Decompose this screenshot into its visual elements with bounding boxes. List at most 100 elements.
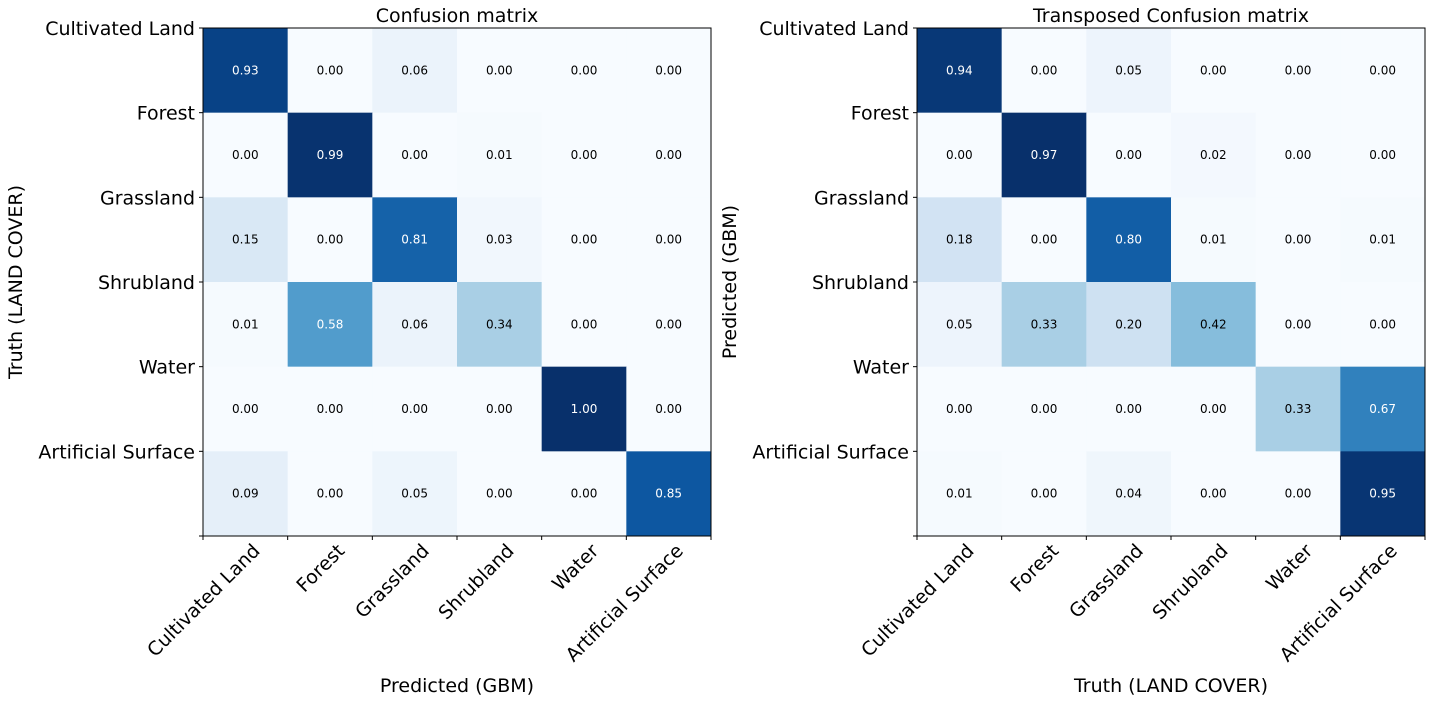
heatmap-cell xyxy=(1086,282,1172,368)
cell-value-label: 0.93 xyxy=(232,63,259,77)
heatmap-cell xyxy=(1001,28,1087,114)
heatmap-cell xyxy=(626,112,712,198)
cell-value-label: 0.00 xyxy=(1200,487,1227,501)
cell-value-label: 0.00 xyxy=(1285,63,1312,77)
cell-value-label: 0.01 xyxy=(486,148,513,162)
cell-value-label: 0.00 xyxy=(571,233,598,247)
heatmap-cell xyxy=(541,282,627,368)
cell-value-label: 0.01 xyxy=(1200,233,1227,247)
cell-value-label: 0.00 xyxy=(1285,148,1312,162)
cell-value-label: 0.00 xyxy=(1285,317,1312,331)
heatmap-cell xyxy=(1340,197,1426,283)
cell-value-label: 0.00 xyxy=(317,487,344,501)
y-tick-label: Water xyxy=(139,357,195,379)
heatmap-cell xyxy=(1255,197,1341,283)
heatmap-cell xyxy=(626,197,712,283)
cell-value-label: 0.85 xyxy=(655,487,682,501)
x-tick-label: Water xyxy=(548,540,603,595)
cell-value-label: 0.00 xyxy=(946,148,973,162)
cell-value-label: 0.00 xyxy=(1285,487,1312,501)
heatmap-cell xyxy=(287,112,373,198)
y-tick-label: Cultivated Land xyxy=(45,18,195,40)
y-tick-label: Forest xyxy=(137,103,195,125)
heatmap-cell xyxy=(287,28,373,114)
cell-value-label: 0.00 xyxy=(317,402,344,416)
heatmap-cell xyxy=(1255,112,1341,198)
cell-value-label: 0.00 xyxy=(1285,233,1312,247)
x-tick-label: Shrubland xyxy=(434,540,518,624)
x-tick-label: Grassland xyxy=(351,540,434,623)
y-axis-label: Truth (LAND COVER) xyxy=(5,185,27,380)
heatmap-cell xyxy=(287,282,373,368)
cell-value-label: 0.00 xyxy=(655,402,682,416)
y-tick-label: Water xyxy=(853,357,909,379)
heatmap-cell xyxy=(541,28,627,114)
cell-value-label: 0.00 xyxy=(655,63,682,77)
x-tick-label: Water xyxy=(1262,540,1317,595)
heatmap-cell xyxy=(1001,366,1087,452)
y-tick-label: Shrubland xyxy=(812,272,909,294)
x-tick-label: Cultivated Land xyxy=(857,540,978,661)
cell-value-label: 0.00 xyxy=(1031,487,1058,501)
cell-value-label: 0.00 xyxy=(486,402,513,416)
cell-value-label: 0.00 xyxy=(1369,63,1396,77)
y-tick-label: Artificial Surface xyxy=(38,441,195,463)
cell-value-label: 0.33 xyxy=(1031,317,1058,331)
heatmap-cell xyxy=(457,28,543,114)
heatmap-cell xyxy=(1001,197,1087,283)
cell-value-label: 0.80 xyxy=(1115,233,1142,247)
cell-value-label: 0.00 xyxy=(486,487,513,501)
cell-value-label: 0.00 xyxy=(571,63,598,77)
heatmap-cell xyxy=(372,112,458,198)
heatmap-cell xyxy=(1171,366,1257,452)
heatmap-cell xyxy=(203,112,289,198)
cell-value-label: 0.15 xyxy=(232,233,259,247)
cell-value-label: 0.00 xyxy=(232,148,259,162)
cell-value-label: 0.05 xyxy=(401,487,428,501)
cell-value-label: 0.00 xyxy=(1369,317,1396,331)
heatmap-cell xyxy=(457,282,543,368)
heatmap-cell xyxy=(1171,197,1257,283)
cell-value-label: 0.00 xyxy=(317,63,344,77)
heatmap-cell xyxy=(1001,451,1087,537)
y-tick-label: Cultivated Land xyxy=(759,18,909,40)
chart-title: Transposed Confusion matrix xyxy=(1032,5,1309,27)
cell-value-label: 0.67 xyxy=(1369,402,1396,416)
cell-value-label: 0.00 xyxy=(1115,148,1142,162)
cell-value-label: 0.00 xyxy=(232,402,259,416)
heatmap-cell xyxy=(203,366,289,452)
y-tick-label: Grassland xyxy=(814,187,909,209)
cell-value-label: 0.01 xyxy=(1369,233,1396,247)
heatmap-cell xyxy=(457,112,543,198)
cell-value-label: 0.06 xyxy=(401,63,428,77)
heatmap-cell xyxy=(541,112,627,198)
heatmap-cell xyxy=(541,197,627,283)
cell-value-label: 0.00 xyxy=(486,63,513,77)
heatmap-cell xyxy=(1171,282,1257,368)
heatmap-cell xyxy=(457,366,543,452)
cell-value-label: 0.00 xyxy=(655,317,682,331)
cell-value-label: 0.00 xyxy=(1200,63,1227,77)
cell-value-label: 0.00 xyxy=(401,148,428,162)
heatmap-cell xyxy=(1086,28,1172,114)
heatmap-cell xyxy=(203,451,289,537)
cell-value-label: 0.00 xyxy=(317,233,344,247)
heatmap-cell xyxy=(1255,366,1341,452)
cell-value-label: 0.06 xyxy=(401,317,428,331)
cell-value-label: 0.94 xyxy=(946,63,973,77)
heatmap-cell xyxy=(457,451,543,537)
heatmap-cell xyxy=(1001,282,1087,368)
heatmap-cell xyxy=(372,282,458,368)
cell-value-label: 0.01 xyxy=(232,317,259,331)
cell-value-label: 0.00 xyxy=(1031,402,1058,416)
x-tick-label: Forest xyxy=(292,540,349,597)
heatmap-cell xyxy=(917,282,1003,368)
cell-value-label: 0.00 xyxy=(1031,233,1058,247)
heatmap-cell xyxy=(1086,112,1172,198)
heatmap-cell xyxy=(203,282,289,368)
cell-value-label: 0.95 xyxy=(1369,487,1396,501)
cell-value-label: 0.03 xyxy=(486,233,513,247)
cell-value-label: 0.01 xyxy=(946,487,973,501)
cell-value-label: 0.99 xyxy=(317,148,344,162)
heatmap-cell xyxy=(287,366,373,452)
